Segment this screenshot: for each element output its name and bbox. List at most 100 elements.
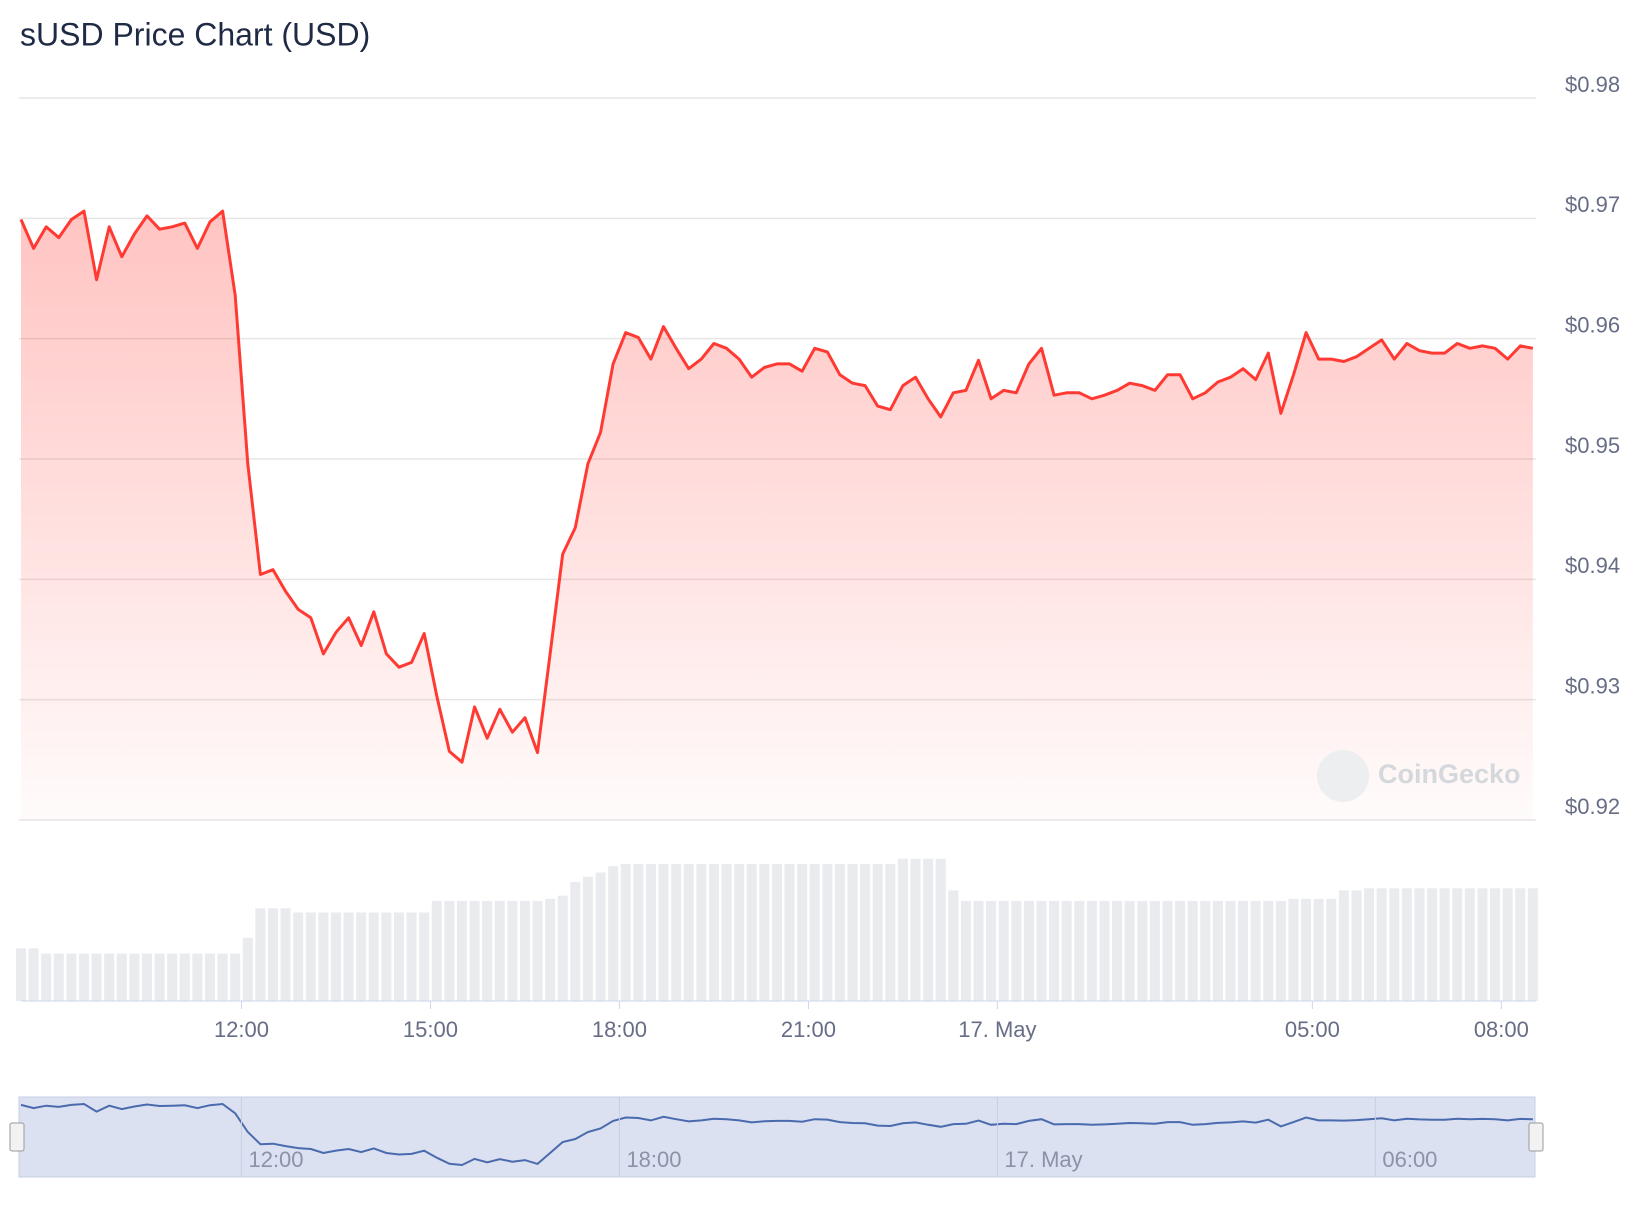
navigator-tick-label: 06:00: [1382, 1147, 1437, 1172]
volume-bar: [1527, 888, 1538, 1001]
volume-bar: [381, 912, 392, 1001]
volume-bar: [822, 864, 833, 1001]
volume-bar: [860, 864, 871, 1001]
volume-bar: [1338, 890, 1349, 1001]
volume-bar: [1212, 900, 1223, 1001]
volume-bar: [1401, 888, 1412, 1001]
y-tick-label: $0.93: [1565, 673, 1620, 698]
volume-bar: [633, 864, 644, 1001]
volume-bar: [217, 953, 228, 1001]
volume-bar: [141, 953, 152, 1001]
volume-bar: [1149, 900, 1160, 1001]
volume-bar: [1477, 888, 1488, 1001]
volume-bar: [1187, 900, 1198, 1001]
volume-bar: [204, 953, 215, 1001]
volume-bar: [192, 953, 203, 1001]
volume-bar: [746, 864, 757, 1001]
volume-bar: [1364, 888, 1375, 1001]
volume-bar: [557, 895, 568, 1001]
volume-bar: [15, 948, 27, 1001]
volume-bar: [658, 864, 669, 1001]
volume-bar: [998, 900, 1009, 1001]
volume-bar: [116, 953, 127, 1001]
volume-bar: [431, 900, 442, 1001]
volume-bar: [708, 864, 719, 1001]
navigator-handle[interactable]: [9, 1122, 25, 1152]
volume-bar: [482, 900, 493, 1001]
volume-bar: [356, 912, 367, 1001]
volume-bar: [734, 864, 745, 1001]
navigator-tick-label: 18:00: [626, 1147, 681, 1172]
volume-bar: [1439, 888, 1450, 1001]
volume-bar: [1225, 900, 1236, 1001]
volume-bar: [797, 864, 808, 1001]
y-tick-label: $0.92: [1565, 794, 1620, 819]
volume-bar: [1376, 888, 1387, 1001]
volume-bar: [885, 864, 896, 1001]
volume-bar: [179, 953, 190, 1001]
volume-bar: [343, 912, 354, 1001]
volume-bar: [1414, 888, 1425, 1001]
volume-bar: [91, 953, 102, 1001]
volume-bar: [293, 912, 304, 1001]
volume-bar: [1464, 888, 1475, 1001]
volume-bar: [66, 953, 77, 1001]
volume-bar: [1086, 900, 1097, 1001]
chart-title: sUSD Price Chart (USD): [20, 16, 370, 52]
volume-bar: [1427, 888, 1438, 1001]
volume-bar: [456, 900, 467, 1001]
navigator[interactable]: [18, 1096, 1536, 1178]
volume-bar: [318, 912, 329, 1001]
volume-bar: [910, 858, 921, 1001]
volume-bar: [759, 864, 770, 1001]
volume-bar: [1389, 888, 1400, 1001]
volume-bar: [1124, 900, 1135, 1001]
volume-bar: [897, 858, 908, 1001]
y-tick-label: $0.98: [1565, 72, 1620, 97]
price-area: [21, 211, 1533, 821]
volume-bar: [494, 900, 505, 1001]
volume-bar: [1452, 888, 1463, 1001]
volume-bar: [1515, 888, 1526, 1001]
volume-bar: [330, 912, 341, 1001]
volume-bar: [570, 881, 581, 1001]
volume-bar: [242, 937, 253, 1001]
volume-bar: [608, 866, 619, 1001]
volume-bar: [1061, 900, 1072, 1001]
volume-bar: [280, 908, 291, 1001]
volume-bar: [1490, 888, 1501, 1001]
volume-bar: [1263, 900, 1274, 1001]
volume-bar: [582, 876, 593, 1001]
volume-bar: [1074, 900, 1085, 1001]
volume-bar: [545, 898, 556, 1001]
volume-bar: [923, 858, 934, 1001]
volume-bar: [1175, 900, 1186, 1001]
volume-bar: [104, 953, 115, 1001]
volume-bar: [1351, 890, 1362, 1001]
volume-bar: [406, 912, 417, 1001]
x-tick-label: 05:00: [1285, 1017, 1340, 1042]
volume-bar: [986, 900, 997, 1001]
volume-bar: [960, 900, 971, 1001]
price-line: [19, 209, 1534, 764]
volume-bar: [847, 864, 858, 1001]
y-tick-label: $0.95: [1565, 433, 1620, 458]
volume-bar: [154, 953, 165, 1001]
volume-bar: [620, 864, 631, 1001]
volume-bar: [1502, 888, 1513, 1001]
volume-bar: [935, 858, 946, 1001]
x-tick-label: 18:00: [592, 1017, 647, 1042]
volume-bar: [53, 953, 64, 1001]
x-tick-label: 15:00: [403, 1017, 458, 1042]
x-tick-label: 21:00: [781, 1017, 836, 1042]
volume-bar: [948, 890, 959, 1001]
volume-bar: [519, 900, 530, 1001]
volume-bar: [469, 900, 480, 1001]
volume-bar: [368, 912, 379, 1001]
navigator-handle[interactable]: [1528, 1122, 1544, 1152]
volume-bar: [1200, 900, 1211, 1001]
volume-bar: [444, 900, 455, 1001]
x-tick-label: 17. May: [958, 1017, 1036, 1042]
watermark: CoinGecko: [1378, 759, 1521, 789]
